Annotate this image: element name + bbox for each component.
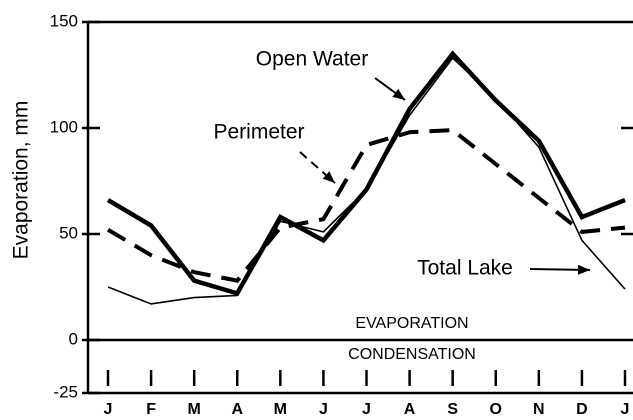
region-label: CONDENSATION [348,346,476,363]
x-tick-label: O [490,401,502,418]
series-label: Open Water [256,48,368,71]
x-tick-label: A [404,401,416,418]
arrow-head [392,88,405,100]
x-tick-label: D [576,401,588,418]
line-series [106,128,626,283]
x-tick-label: S [447,401,458,418]
x-tick-label: J [319,401,328,418]
x-tick-label: J [104,401,113,418]
line-series [106,50,626,297]
x-tick-label: N [533,401,545,418]
x-tick-label: J [621,401,630,418]
y-tick-label: 100 [50,117,78,136]
arrow-head [322,171,335,183]
line-series [107,56,626,305]
region-label: EVAPORATION [355,315,468,332]
y-tick-label: 0 [69,329,78,348]
arrow-head [577,264,590,275]
series-label: Total Lake [417,257,513,280]
x-tick-label: A [231,401,243,418]
y-tick-label: 50 [59,223,78,242]
x-tick-label: F [146,401,156,418]
x-tick-label: M [274,401,287,418]
series-label: Perimeter [213,121,304,144]
y-tick-label: -25 [53,382,78,401]
x-tick-label: M [188,401,201,418]
x-tick-label: J [362,401,371,418]
y-axis-label: Evaporation, mm [10,101,33,260]
y-tick-label: 150 [50,11,78,30]
